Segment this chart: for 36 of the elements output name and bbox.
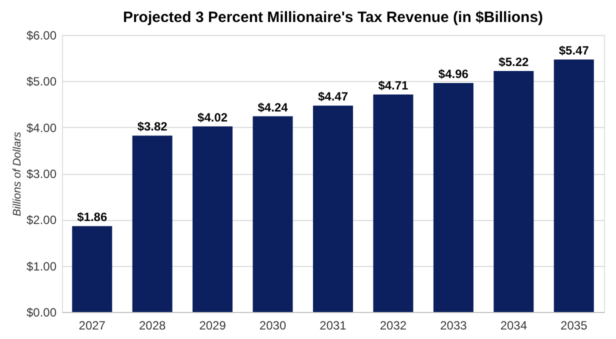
data-label: $4.02 xyxy=(198,110,228,124)
x-tick-label: 2031 xyxy=(320,318,347,332)
y-tick-label: $6.00 xyxy=(26,28,57,42)
data-label: $3.82 xyxy=(137,120,168,134)
x-tick-label: 2030 xyxy=(259,318,286,332)
y-tick-label: $2.00 xyxy=(26,213,57,228)
data-label: $4.24 xyxy=(258,100,288,114)
bar xyxy=(373,94,414,312)
data-label: $4.71 xyxy=(378,78,409,93)
y-tick-label: $3.00 xyxy=(26,167,57,181)
data-label: $4.96 xyxy=(438,67,469,82)
data-label: $5.22 xyxy=(498,55,530,70)
data-label: $5.47 xyxy=(558,43,590,58)
bar xyxy=(72,226,112,312)
bar xyxy=(554,59,594,312)
x-tick-label: 2027 xyxy=(78,318,106,332)
y-tick-label: $1.00 xyxy=(26,259,57,274)
x-tick-label: 2028 xyxy=(138,318,166,332)
y-axis-title: Billions of Dollars xyxy=(11,131,24,216)
y-tick-label: $5.00 xyxy=(26,74,57,89)
data-label: $4.47 xyxy=(318,90,348,104)
bar xyxy=(252,116,293,312)
x-tick-label: 2035 xyxy=(560,318,588,332)
bar xyxy=(433,83,474,312)
bar xyxy=(494,71,534,312)
y-tick-label: $4.00 xyxy=(26,120,57,135)
bar xyxy=(132,136,172,312)
chart-title: Projected 3 Percent Millionaire's Tax Revenue (in $Billions) xyxy=(122,9,544,26)
x-tick-label: 2029 xyxy=(199,318,226,332)
x-tick-label: 2033 xyxy=(440,318,468,332)
bar xyxy=(313,106,353,312)
data-label: $1.86 xyxy=(77,210,108,224)
y-tick-label: $0.00 xyxy=(26,306,57,320)
x-tick-label: 2034 xyxy=(500,318,528,332)
x-tick-label: 2032 xyxy=(380,318,407,332)
bar xyxy=(192,126,233,312)
